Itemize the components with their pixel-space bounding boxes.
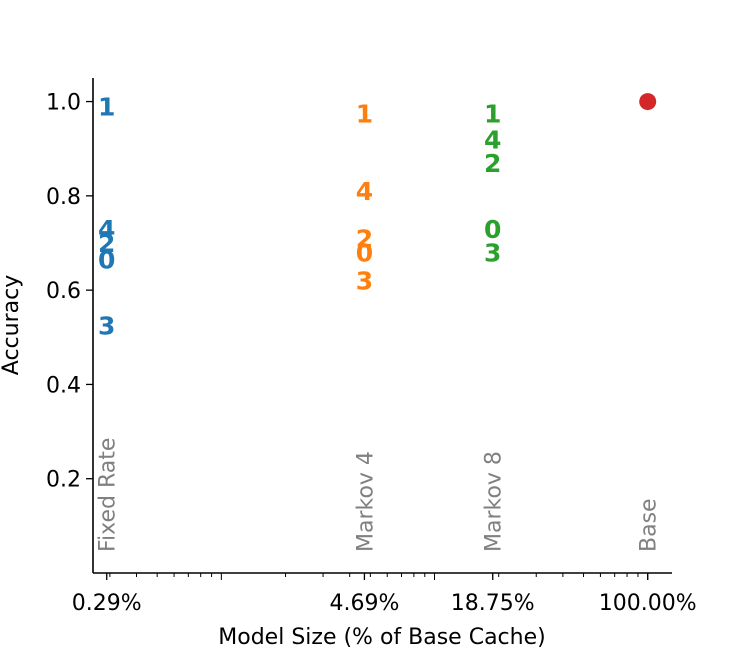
data-point-label: 1 <box>98 92 115 121</box>
y-ticks: 0.2 0.4 0.6 0.8 1.0 <box>46 91 93 493</box>
data-point-label: 4 <box>356 177 373 206</box>
data-point-label: 2 <box>356 224 373 253</box>
data-point-label: 0 <box>98 246 115 275</box>
base-point <box>639 93 657 111</box>
y-tick-label: 0.2 <box>46 468 81 493</box>
data-point-label: 4 <box>98 215 115 244</box>
x-tick-label: 18.75% <box>451 591 535 616</box>
y-axis-title: Accuracy <box>0 275 24 375</box>
x-tick-label: 100.00% <box>599 591 697 616</box>
x-tick-label: 4.69% <box>329 591 399 616</box>
data-point-label: 0 <box>484 215 501 244</box>
y-tick-label: 1.0 <box>46 91 81 116</box>
data-point-label: 0 <box>356 238 373 267</box>
data-point-label: 2 <box>484 149 501 178</box>
data-point-label: 1 <box>356 99 373 128</box>
group-label: Base <box>637 498 662 552</box>
x-tick-label: 0.29% <box>72 591 142 616</box>
y-tick-label: 0.8 <box>46 185 81 210</box>
y-tick-label: 0.4 <box>46 373 81 398</box>
data-point-label: 1 <box>484 99 501 128</box>
data-point-label: 3 <box>98 312 115 341</box>
x-minor-ticks <box>109 573 649 580</box>
data-point-label: 4 <box>484 125 501 154</box>
data-point-label: 3 <box>484 238 501 267</box>
group-label: Markov 8 <box>482 451 507 552</box>
x-axis-title: Model Size (% of Base Cache) <box>218 625 545 650</box>
group-label: Fixed Rate <box>96 438 121 552</box>
axes <box>92 78 672 574</box>
x-ticks: 0.29% 4.69% 18.75% 100.00% <box>72 573 697 616</box>
group-label: Markov 4 <box>353 451 378 552</box>
data-point-label: 3 <box>356 267 373 296</box>
group-labels: Fixed Rate Markov 4 Markov 8 Base <box>96 438 662 552</box>
y-tick-label: 0.6 <box>46 279 81 304</box>
data-point-label: 2 <box>98 229 115 258</box>
